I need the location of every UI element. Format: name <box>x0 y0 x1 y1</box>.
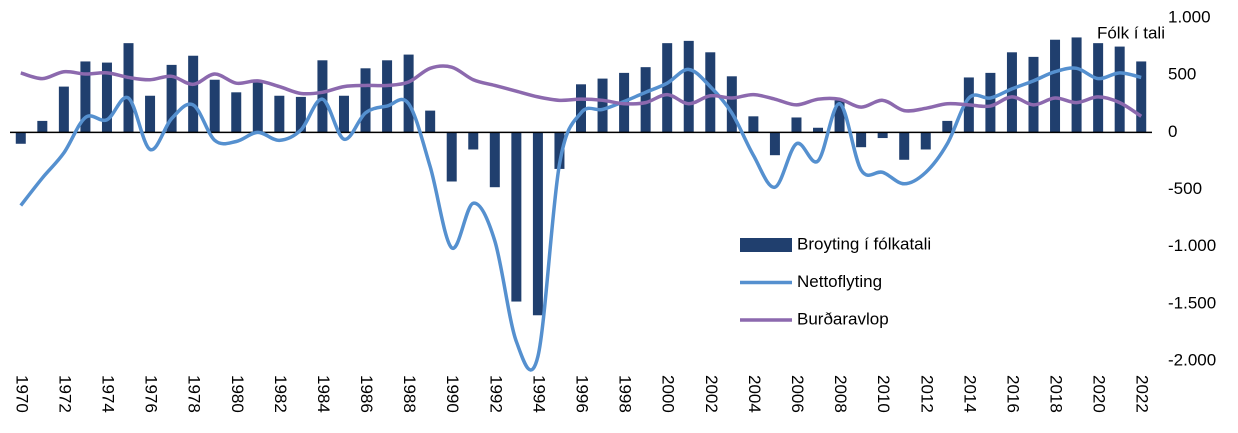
bar <box>425 110 436 133</box>
bar <box>317 60 328 133</box>
x-tick-label: 1978 <box>185 375 204 413</box>
bar <box>705 52 716 133</box>
x-tick-label: 2006 <box>788 375 807 413</box>
bar <box>166 64 177 133</box>
bar <box>640 67 651 133</box>
line <box>20 64 1143 118</box>
bar <box>15 132 26 144</box>
x-tick-label: 1994 <box>529 375 548 413</box>
x-tick-label: 1974 <box>98 375 117 413</box>
x-tick-label: 1980 <box>228 375 247 413</box>
y-tick-label: 1.000 <box>1168 7 1211 26</box>
x-tick-label: 1970 <box>12 375 31 413</box>
x-tick-label: 1990 <box>443 375 462 413</box>
bar <box>597 78 608 133</box>
x-tick-label: 2014 <box>960 375 979 413</box>
bar <box>252 82 263 133</box>
bar <box>145 95 156 133</box>
bar <box>1006 52 1017 133</box>
bar <box>985 72 996 133</box>
bar <box>360 68 371 133</box>
bar <box>468 132 479 150</box>
bar <box>80 61 91 133</box>
x-tick-label: 2012 <box>917 375 936 413</box>
x-tick-label: 1976 <box>142 375 161 413</box>
bar <box>576 84 586 133</box>
bar <box>188 55 199 133</box>
bar <box>1028 56 1039 133</box>
bar <box>338 95 349 133</box>
x-tick-label: 1988 <box>400 375 419 413</box>
bar <box>37 120 48 133</box>
bar <box>920 132 931 150</box>
x-tick-label: 2018 <box>1047 375 1066 413</box>
bar <box>554 132 565 169</box>
bar <box>1071 37 1082 133</box>
bar <box>123 43 134 133</box>
bar <box>834 100 845 133</box>
x-tick-label: 2016 <box>1003 375 1022 413</box>
legend-swatch <box>740 238 792 252</box>
x-tick-label: 2020 <box>1090 375 1109 413</box>
bar <box>58 86 69 133</box>
y-tick-label: -2.000 <box>1168 350 1216 369</box>
bar <box>511 132 522 302</box>
bar <box>748 116 759 133</box>
x-tick-label: 1972 <box>55 375 74 413</box>
bar <box>877 132 888 139</box>
bar <box>1114 46 1125 133</box>
bar <box>1136 61 1147 133</box>
y-tick-label: -1.500 <box>1168 293 1216 312</box>
x-tick-label: 1992 <box>486 375 505 413</box>
x-tick-label: 2008 <box>831 375 850 413</box>
bar <box>274 95 285 133</box>
axis-label: Fólk í tali <box>1097 23 1165 42</box>
bar <box>446 132 457 182</box>
bar <box>101 62 112 133</box>
y-tick-label: -500 <box>1168 179 1202 198</box>
x-tick-label: 2022 <box>1133 375 1152 413</box>
bar <box>769 132 780 156</box>
bar <box>942 120 953 133</box>
bar <box>813 127 824 133</box>
x-tick-label: 2010 <box>874 375 893 413</box>
y-tick-label: -1.000 <box>1168 236 1216 255</box>
x-tick-label: 2000 <box>659 375 678 413</box>
bar <box>209 79 220 133</box>
legend-label: Broyting í fólkatali <box>797 234 931 253</box>
x-tick-label: 1984 <box>314 375 333 413</box>
bar <box>1093 43 1104 133</box>
x-tick-label: 1996 <box>573 375 592 413</box>
bar <box>295 96 306 133</box>
y-tick-label: 500 <box>1168 65 1196 84</box>
bar <box>899 132 910 160</box>
line <box>19 66 1142 372</box>
legend-label: Burðaravlop <box>797 309 889 328</box>
bar <box>726 76 737 133</box>
bar <box>662 43 673 133</box>
y-tick-label: 0 <box>1168 122 1177 141</box>
bar <box>791 117 802 133</box>
x-tick-label: 1986 <box>357 375 376 413</box>
legend-label: Nettoflyting <box>797 272 882 291</box>
bar <box>489 132 500 188</box>
x-tick-label: 1982 <box>271 375 290 413</box>
bar <box>1050 39 1061 133</box>
bar <box>382 60 393 133</box>
x-tick-label: 1998 <box>616 375 635 413</box>
x-tick-label: 2004 <box>745 375 764 413</box>
bar <box>856 132 867 148</box>
bar <box>231 92 242 133</box>
bar <box>683 40 694 133</box>
bar <box>532 132 543 316</box>
x-tick-label: 2002 <box>702 375 721 413</box>
bar <box>403 54 414 133</box>
